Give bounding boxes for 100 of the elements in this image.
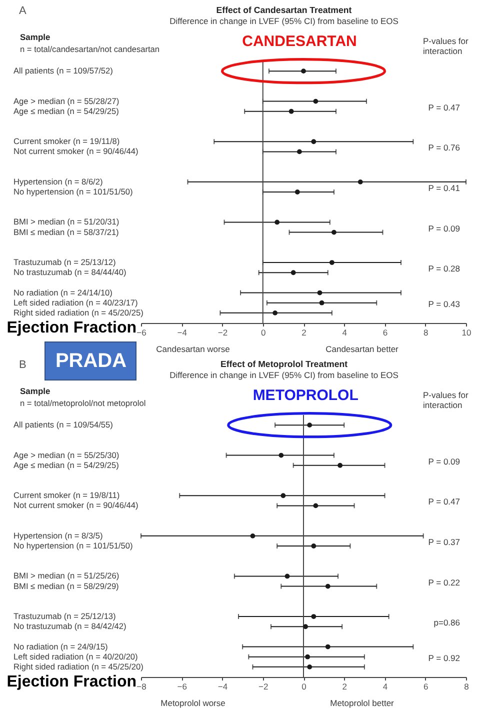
point [250,533,256,538]
annotation: CANDESARTAN [242,33,357,50]
text: n = total/metoprolol/not metoprolol [20,398,146,408]
point [307,422,312,428]
y-tick-label: Age > median (n = 55/25/30) [14,450,120,460]
y-tick-label: All patients (n = 109/54/55) [14,420,114,430]
x-tick-label: −8 [136,682,147,692]
y-tick-label: Current smoker (n = 19/8/11) [14,490,120,500]
point [329,260,334,265]
y-tick-label: No hypertension (n = 101/51/50) [14,186,133,196]
point [311,139,316,144]
y-tick-label: Hypertension (n = 8/3/5) [14,530,103,540]
x-tick-label: 2 [342,682,348,692]
point [301,68,306,74]
y-tick-label: Age ≤ median (n = 54/29/25) [14,460,120,470]
x-tick-label: −4 [177,328,188,338]
x-tick-label: −2 [218,328,228,338]
y-tick-label: Not current smoker (n = 90/46/44) [14,146,138,156]
x-tick-label: 0 [302,682,307,692]
point [296,149,302,154]
x-axis-title: Ejection Fraction [6,674,136,690]
x-tick-label: 0 [261,328,266,338]
annotation: P = 0.09 [428,223,460,234]
x-tick-label: 6 [382,328,388,338]
x-tick-label: 4 [342,328,348,338]
annotation: P = 0.76 [428,142,460,153]
y-tick-label: Left sided radiation (n = 40/23/17) [14,297,138,308]
point [332,230,336,235]
text: P-values for interaction [423,390,469,410]
annotation: P = 0.92 [428,652,460,663]
y-axis-title: Sample [20,32,51,42]
y-tick-label: Right sided radiation (n = 45/25/20) [14,661,144,672]
x-tick-label: 2 [302,328,307,338]
text: Candesartan better [326,344,399,354]
chart-subtitle: Difference in change in LVEF (95% CI) from baseline to EOS [170,16,399,26]
point [280,493,286,498]
y-tick-label: Left sided radiation (n = 40/20/20) [14,651,138,662]
x-tick-label: −2 [258,682,268,692]
chart-title: Effect of Candesartan Treatment [216,5,352,15]
y-tick-label: Trastuzumab (n = 25/12/13) [14,611,116,622]
point [274,220,280,225]
text: A [19,5,27,17]
y-tick-label: No trastuzumab (n = 84/42/42) [14,621,126,632]
point [294,190,300,194]
y-tick-label: All patients (n = 109/57/52) [14,66,114,76]
annotation: P = 0.47 [428,102,460,112]
y-tick-label: Hypertension (n = 8/6/2) [14,176,103,186]
point [325,584,330,589]
y-tick-label: Right sided radiation (n = 45/20/25) [14,307,144,318]
y-tick-label: BMI ≤ median (n = 58/29/29) [14,580,120,591]
y-tick-label: No hypertension (n = 101/51/50) [14,540,133,550]
y-tick-label: Current smoker (n = 19/11/8) [14,136,120,146]
point [311,544,316,548]
text: Metoprolol worse [160,698,226,708]
text: P-values for interaction [423,36,469,56]
point [272,310,278,316]
annotation: METOPROLOL [252,387,358,404]
annotation: P = 0.28 [428,264,460,274]
x-tick-label: 10 [462,328,472,338]
point [307,664,312,670]
annotation: P = 0.41 [428,182,460,193]
annotation: p=0.86 [434,618,460,628]
x-tick-label: 8 [464,682,470,692]
y-axis-title: Sample [20,386,51,396]
text: B [19,359,26,371]
point [338,462,343,468]
annotation: P = 0.43 [428,298,460,309]
point [358,179,363,184]
y-tick-label: Not current smoker (n = 90/46/44) [14,500,138,510]
point [288,108,294,114]
point [317,290,322,296]
x-tick-label: −4 [218,682,228,692]
annotation: P = 0.47 [428,496,460,507]
point [313,503,318,508]
annotation: P = 0.22 [428,577,460,588]
point [311,614,316,619]
y-tick-label: BMI > median (n = 51/20/31) [14,216,120,227]
y-tick-label: BMI > median (n = 51/25/26) [14,570,120,581]
y-tick-label: Age > median (n = 55/28/27) [14,96,120,106]
x-tick-label: −6 [177,682,188,692]
y-tick-label: Trastuzumab (n = 25/13/12) [14,257,116,268]
y-tick-label: No trastuzumab (n = 84/44/40) [14,267,126,278]
chart-title: Effect of Metoprolol Treatment [220,359,348,369]
x-tick-label: 4 [382,682,388,692]
y-tick-label: No radiation (n = 24/9/15) [14,641,108,652]
point [290,270,296,276]
chart-subtitle: Difference in change in LVEF (95% CI) from baseline to EOS [170,370,399,380]
text: Metoprolol better [330,698,394,708]
y-tick-label: No radiation (n = 24/14/10) [14,287,113,298]
point [278,452,284,458]
annotation: P = 0.37 [428,536,460,547]
point [325,644,330,650]
text: Candesartan worse [156,344,230,354]
x-tick-label: −6 [136,328,147,338]
y-tick-label: BMI ≤ median (n = 58/37/21) [14,226,120,237]
point [284,574,290,579]
point [303,624,308,630]
x-tick-label: 8 [424,328,429,338]
text: PRADA [55,350,127,372]
text: n = total/candesartan/not candesartan [20,44,160,54]
